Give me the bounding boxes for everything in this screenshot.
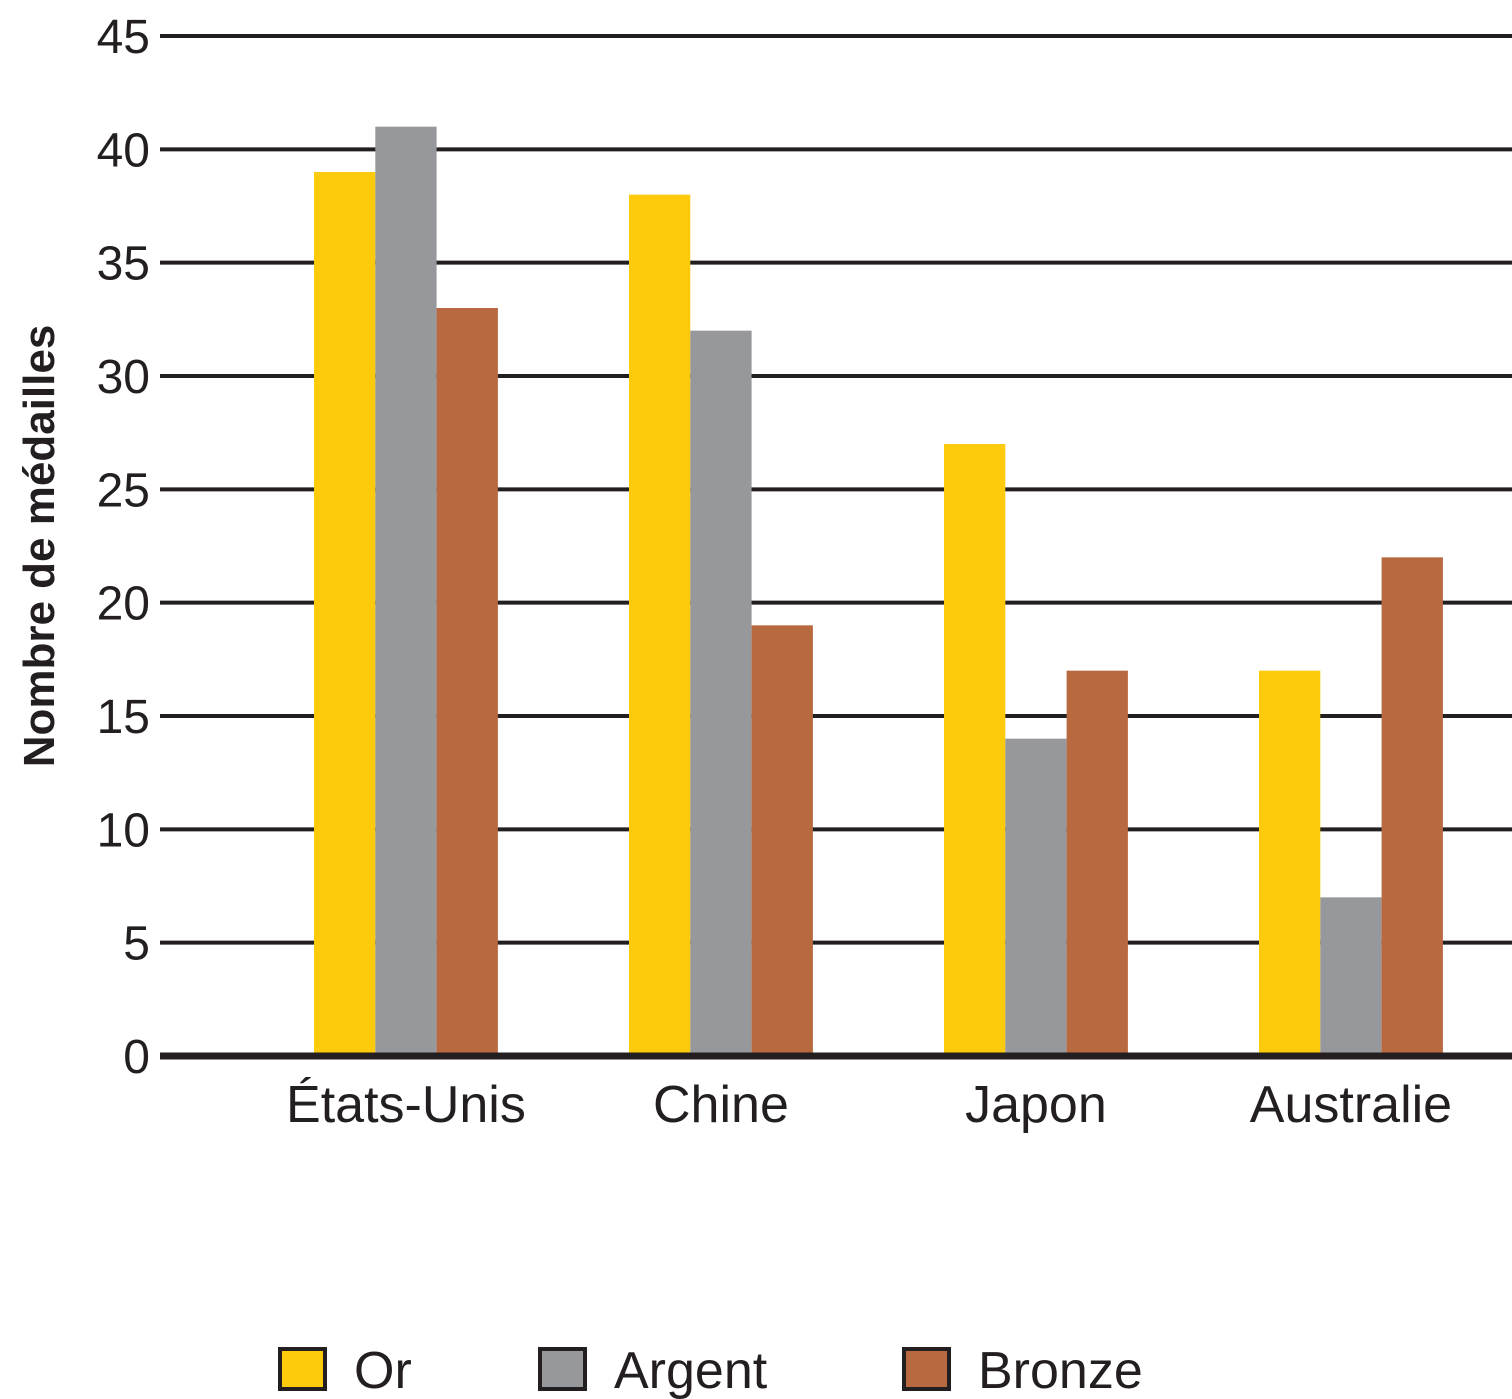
bar-argent-3 [1320,897,1382,1056]
y-tick-label: 10 [97,804,150,857]
x-axis-categories: États-Unis Chine Japon Australie [286,1076,1452,1134]
x-category-label: Australie [1250,1076,1452,1134]
bar-argent-2 [1005,738,1067,1056]
bar-bronze-0 [436,308,498,1056]
y-tick-label: 25 [97,464,150,517]
bar-argent-0 [375,126,437,1056]
bar-or-2 [944,444,1006,1056]
legend-item-or: Or [278,1342,412,1399]
legend-label: Argent [614,1342,768,1399]
bar-or-3 [1259,670,1321,1056]
y-tick-label: 40 [97,124,150,177]
y-tick-label: 30 [97,351,150,404]
legend-swatch [538,1347,587,1391]
legend-swatch [278,1347,327,1391]
bar-bronze-3 [1381,557,1443,1056]
legend-item-bronze: Bronze [902,1342,1143,1399]
bar-bronze-2 [1066,670,1128,1056]
x-category-label: Japon [965,1076,1107,1134]
y-axis-label: Nombre de médailles [15,325,64,768]
legend-label: Or [354,1342,412,1399]
bars [314,126,1443,1057]
bar-argent-1 [690,330,752,1057]
bar-or-0 [314,172,376,1056]
x-category-label: Chine [653,1076,789,1134]
legend-item-argent: Argent [538,1342,768,1399]
y-tick-label: 45 [97,11,150,64]
bar-bronze-1 [751,625,813,1056]
legend-swatch [902,1347,951,1391]
y-tick-label: 5 [123,918,150,971]
legend: Or Argent Bronze [278,1342,1143,1399]
y-tick-label: 20 [97,578,150,631]
y-tick-label: 0 [123,1031,150,1084]
bar-or-1 [629,194,691,1056]
y-tick-label: 35 [97,238,150,291]
y-tick-label: 15 [97,691,150,744]
legend-label: Bronze [978,1342,1143,1399]
x-category-label: États-Unis [286,1076,526,1134]
y-axis-ticks: 0 5 10 15 20 25 30 35 40 45 [97,11,150,1084]
